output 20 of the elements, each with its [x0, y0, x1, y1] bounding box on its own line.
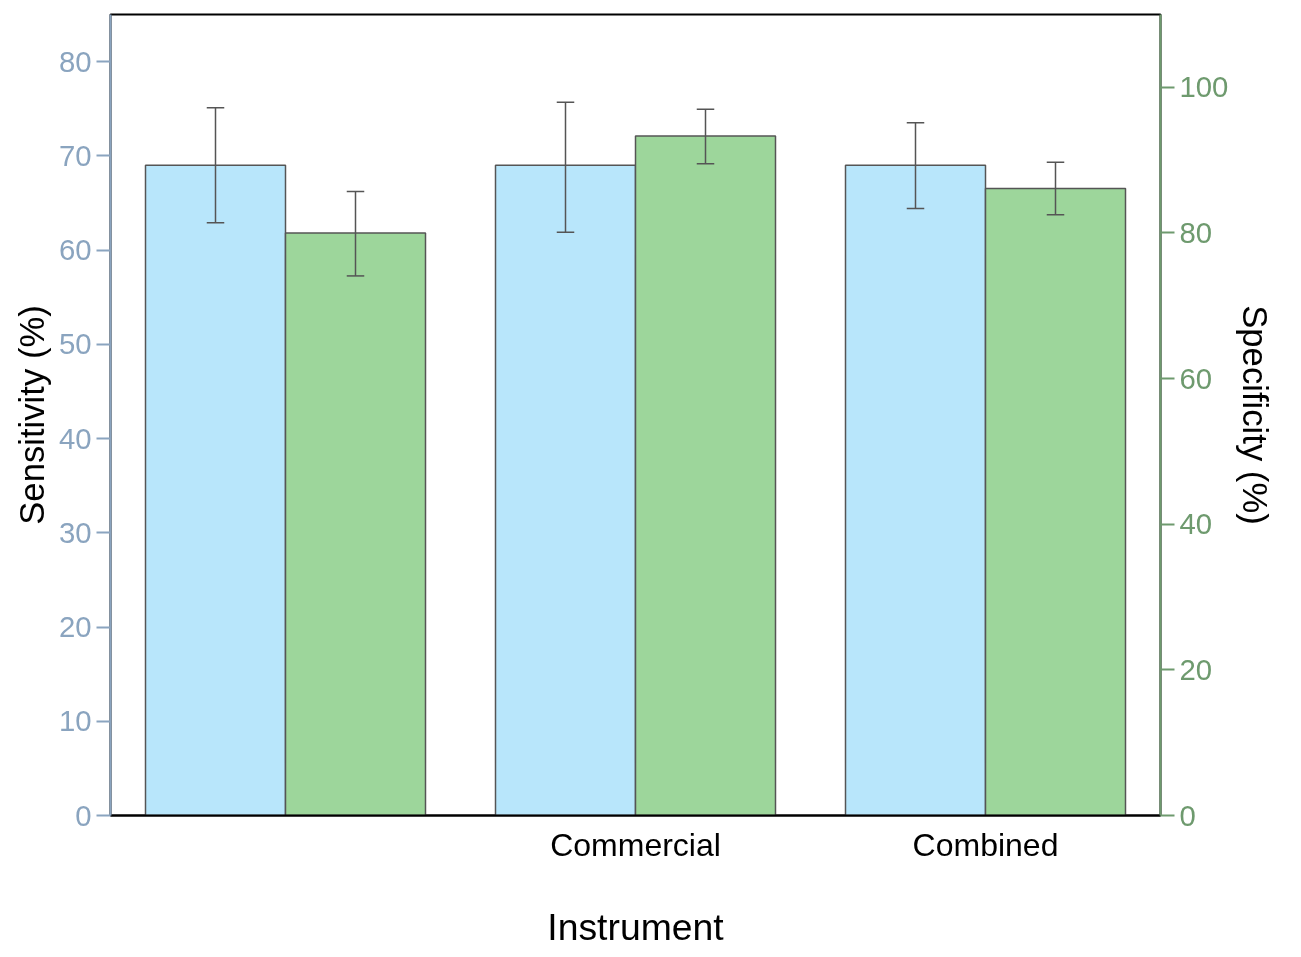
y2-tick-label: 0 [1179, 798, 1196, 832]
y2-tick-label: 40 [1179, 507, 1213, 541]
y-tick-label: 10 [58, 704, 92, 738]
x-tick-label: Commercial [550, 826, 721, 863]
y2-tick-label: 20 [1179, 652, 1213, 686]
y2-tick-label: 60 [1179, 361, 1213, 395]
y-tick-label: 70 [58, 138, 92, 172]
y2-tick-label: 80 [1179, 215, 1213, 249]
y-tick-label: 40 [58, 421, 92, 455]
y-axis-title: Sensitivity (%) [12, 305, 51, 525]
y-tick-label: 80 [58, 44, 92, 78]
y-tick-label: 50 [58, 327, 92, 361]
y-tick-label: 30 [58, 515, 92, 549]
y2-axis-title: Specificity (%) [1236, 305, 1275, 525]
y2-tick-label: 100 [1179, 70, 1229, 104]
y-tick-label: 20 [58, 610, 92, 644]
y-tick-label: 0 [75, 798, 92, 832]
x-tick-label: Combined [912, 826, 1059, 863]
x-axis-title: Instrument [547, 905, 725, 948]
y-tick-label: 60 [58, 233, 92, 267]
